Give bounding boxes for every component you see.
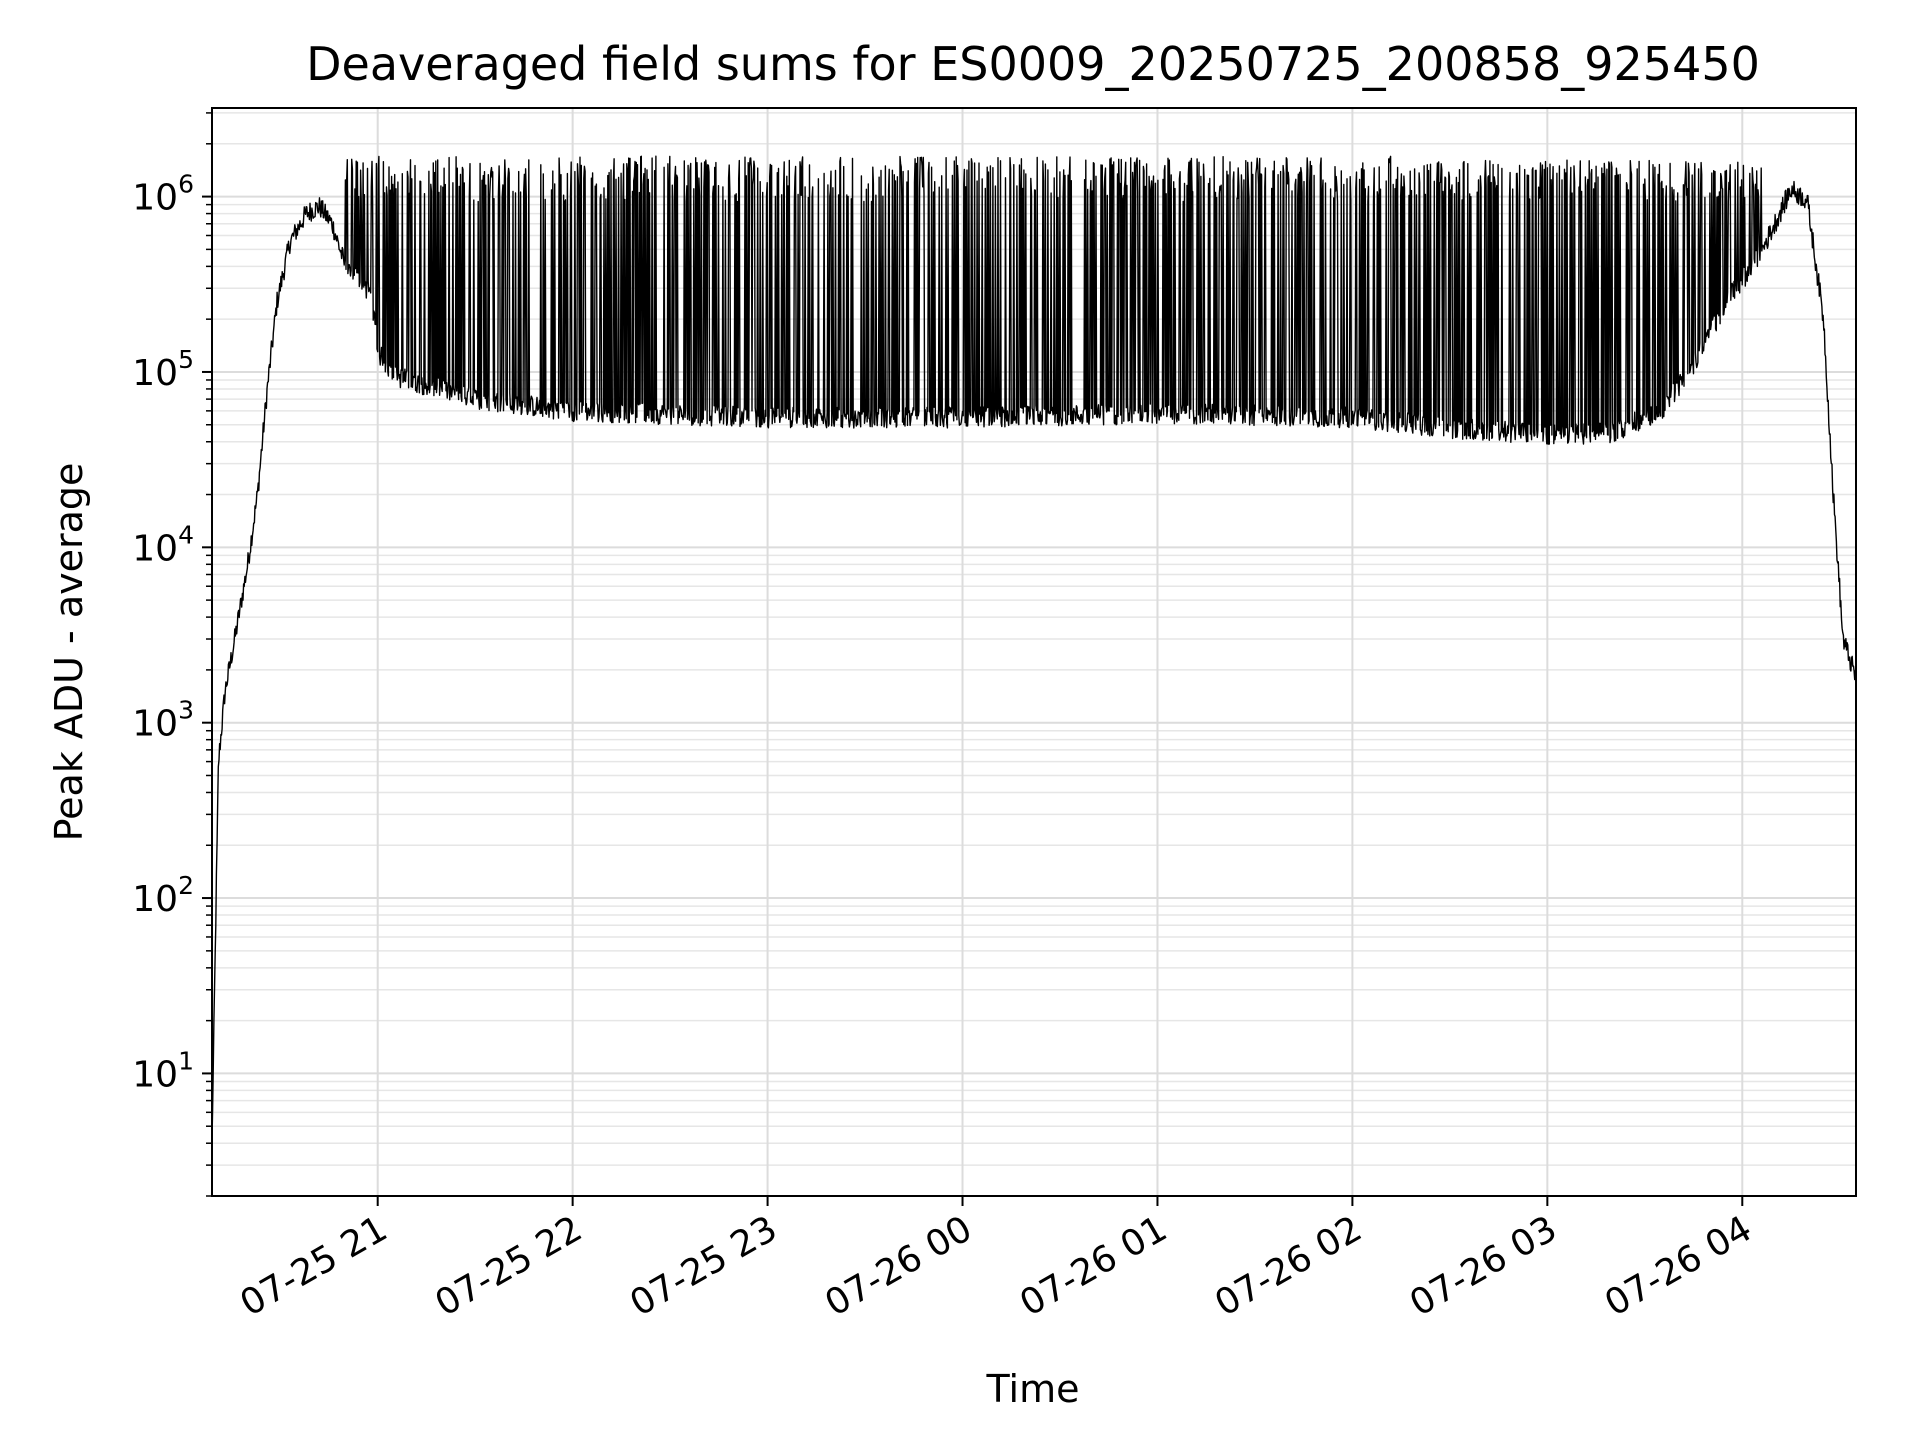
y-tick-label: 104 [132, 520, 194, 569]
y-tick-label: 101 [132, 1046, 194, 1095]
y-tick-label: 106 [132, 170, 194, 219]
plot-area [211, 155, 1857, 1140]
x-axis-label: Time [986, 1367, 1080, 1411]
series-line [211, 155, 1857, 1140]
y-axis: 101 102 103 104 105 106 [132, 112, 212, 1197]
plot-frame [211, 107, 1857, 1197]
chart-title: Deaveraged field sums for ES0009_2025072… [306, 37, 1760, 91]
y-tick-label: 102 [132, 871, 194, 920]
y-axis-label: Peak ADU - average [47, 463, 91, 842]
y-tick-label: 105 [132, 345, 194, 394]
y-tick-label: 103 [132, 696, 194, 745]
